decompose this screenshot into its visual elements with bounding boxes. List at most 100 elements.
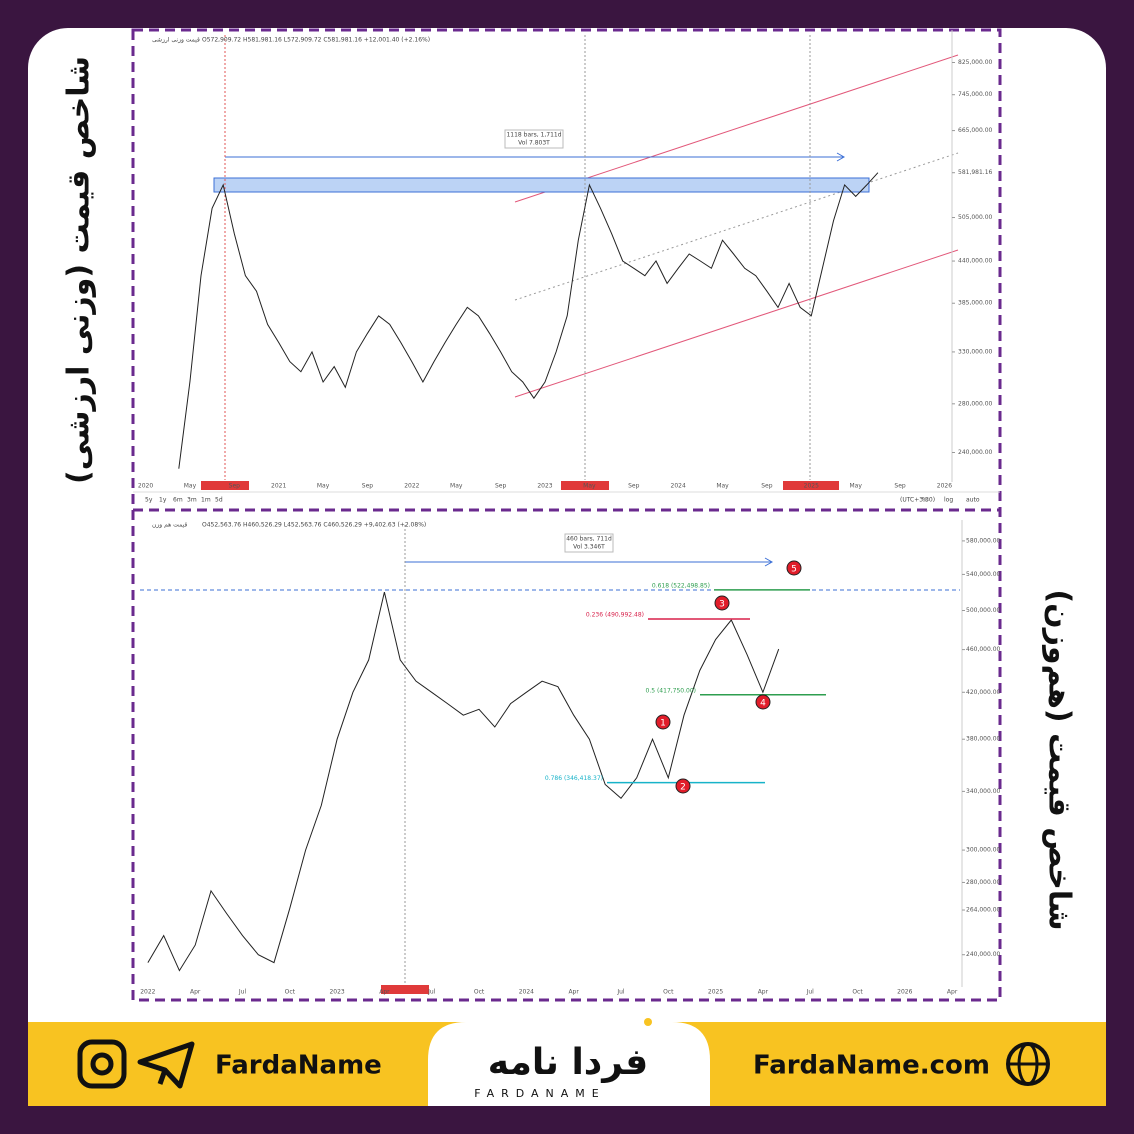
x-tick-label: May [450,483,463,490]
x-tick-label: Apr [568,989,579,996]
x-tick-label: Apr [190,989,201,996]
x-tick-label: 2020 [138,483,153,490]
x-tick-label: Jul [238,989,247,996]
toolbar-item[interactable]: (UTC+3:30) [900,497,935,504]
measure-label: 460 bars, 711d [566,536,612,543]
y-tick-label: 380,000.00 [966,736,1001,743]
toolbar-item[interactable]: 6m [173,497,183,504]
measure-box [504,129,564,149]
y-tick-label: 460,000.00 [966,646,1001,653]
x-tick-label: Sep [229,483,241,490]
price-line [178,172,879,469]
toolbar-item[interactable]: 5d [215,497,223,504]
toolbar-item[interactable]: 1m [201,497,211,504]
x-tick-label: Apr [379,989,390,996]
y-tick-label: 581,981.16 [958,169,993,176]
resistance-zone [213,177,870,193]
chart-ohlc: O452,563.76 H460,526.29 L452,563.76 C460… [202,522,426,529]
y-tick-label: 280,000.00 [966,879,1001,886]
y-tick-label: 665,000.00 [958,127,993,134]
wave-marker [755,694,771,710]
wave-marker [786,560,802,576]
toolbar-item[interactable]: auto [966,497,980,504]
x-tick-label: May [317,483,330,490]
x-tick-label: 2022 [404,483,419,490]
side-label: شاخص قیمت (هم‌وزن) [1042,589,1077,930]
date-tag [201,481,249,490]
y-tick-label: 340,000.00 [966,788,1001,795]
date-tag [561,481,609,490]
social-handle: FardaName [215,1051,382,1081]
fib-label: 0.236 (490,992.48) [586,612,644,619]
y-tick-label: 240,000.00 [958,449,993,456]
x-tick-label: May [716,483,729,490]
side-label: شاخص قیمت (وزنی ارزشی) [62,56,97,484]
frame [131,28,1002,1002]
wave-marker [714,595,730,611]
wave-label: 1 [660,719,666,729]
x-tick-label: 2025 [708,989,723,996]
measure-label: 1118 bars, 1,711d [506,132,561,139]
fib-label: 0.786 (346,418.37) [545,775,603,782]
toolbar-item[interactable]: 5y [145,497,153,504]
y-tick-label: 420,000.00 [966,689,1001,696]
x-tick-label: 2026 [897,989,912,996]
x-tick-label: Jul [616,989,625,996]
panel [28,28,1106,1106]
x-tick-label: Oct [852,989,863,996]
website[interactable]: FardaName.com [753,1051,990,1081]
logo-latin: FARDANAME [474,1087,605,1100]
toolbar-item[interactable]: % [922,497,928,504]
price-line [147,591,780,972]
x-tick-label: Sep [362,483,374,490]
toolbar-item[interactable]: 3m [187,497,197,504]
arrow-head [764,557,774,567]
y-tick-label: 330,000.00 [958,348,993,355]
wave-label: 3 [719,600,725,610]
instagram-icon-lens [90,1052,114,1076]
channel-line [514,249,959,398]
date-tag [783,481,839,490]
toolbar-item[interactable]: log [944,497,953,504]
x-tick-label: Oct [474,989,485,996]
wave-marker [655,714,671,730]
x-tick-label: 2024 [671,483,686,490]
y-tick-label: 264,000.00 [966,907,1001,914]
x-tick-label: Sep [894,483,906,490]
y-tick-label: 240,000.00 [966,951,1001,958]
chart-title: قیمت هم وزن [152,522,187,529]
wave-label: 5 [791,565,797,575]
logo: فردا نامه [488,1042,648,1083]
logo-dot [644,1018,652,1026]
measure-box [564,533,614,553]
measure-label: Vol 7.803T [518,140,550,147]
x-tick-label: Jul [806,989,815,996]
telegram-icon[interactable] [137,1041,195,1089]
x-tick-label: Jul [427,989,436,996]
x-tick-label: Sep [761,483,773,490]
instagram-icon[interactable] [77,1039,127,1089]
x-tick-label: Oct [285,989,296,996]
x-tick-label: 2022 [140,989,155,996]
toolbar-item[interactable]: 1y [159,497,167,504]
y-tick-label: 385,000.00 [958,300,993,307]
x-tick-label: 2023 [537,483,552,490]
x-tick-label: Oct [663,989,674,996]
y-tick-label: 500,000.00 [966,607,1001,614]
y-tick-label: 440,000.00 [958,258,993,265]
x-tick-label: 2024 [519,989,534,996]
x-tick-label: May [849,483,862,490]
y-tick-label: 300,000.00 [966,847,1001,854]
x-tick-label: Sep [495,483,507,490]
x-tick-label: 2026 [937,483,952,490]
x-tick-label: Apr [758,989,769,996]
x-tick-label: Apr [947,989,958,996]
logo-pill [428,1022,710,1106]
x-tick-label: Sep [628,483,640,490]
wave-label: 4 [760,699,766,709]
wave-label: 2 [680,783,686,793]
x-tick-label: 2021 [271,483,286,490]
chart-ohlc: O572,909.72 H581,981.16 L572,909.72 C581… [202,37,430,44]
fib-label: 0.5 (417,750.00) [646,687,696,694]
